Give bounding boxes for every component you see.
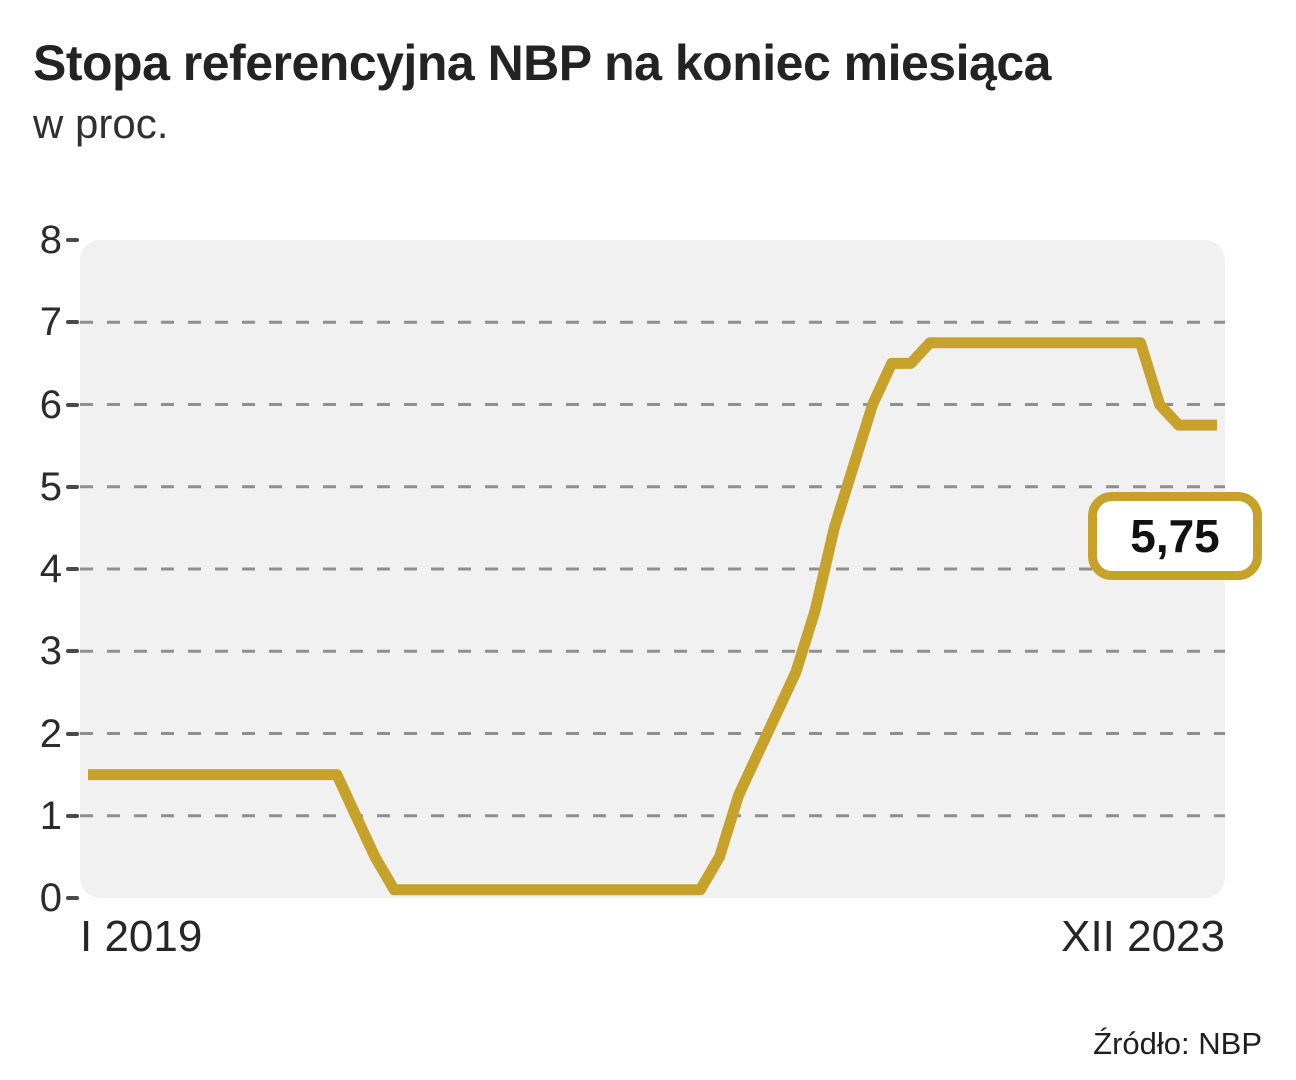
x-axis-label-start: I 2019: [80, 912, 203, 961]
value-badge-label: 5,75: [1130, 510, 1220, 562]
y-tick-mark: [66, 813, 79, 818]
y-tick-label: 1: [39, 793, 62, 838]
y-tick-label: 7: [39, 300, 62, 345]
y-tick-label: 8: [39, 218, 62, 262]
y-tick-label: 3: [39, 629, 62, 674]
x-axis: I 2019 XII 2023: [80, 912, 1225, 962]
chart-svg: [80, 320, 1225, 896]
y-tick-mark: [66, 238, 79, 242]
value-badge: 5,75: [1088, 492, 1262, 580]
y-tick-mark: [66, 649, 79, 654]
rate-line: [88, 337, 1217, 896]
y-tick-label: 0: [39, 876, 62, 920]
y-tick-label: 5: [39, 464, 62, 509]
x-axis-label-end: XII 2023: [1061, 912, 1225, 961]
y-tick-mark: [66, 896, 79, 900]
source-credit: Źródło: NBP: [1093, 1026, 1262, 1061]
chart-subtitle: w proc.: [33, 100, 169, 147]
y-tick-mark: [66, 567, 79, 571]
y-tick-mark: [66, 731, 79, 736]
page-title: Stopa referencyjna NBP na koniec miesiąc…: [33, 35, 1051, 91]
y-tick-mark: [66, 320, 79, 325]
y-tick-label: 2: [39, 711, 62, 756]
y-tick-mark: [66, 484, 79, 489]
y-tick-label: 4: [39, 547, 62, 591]
y-tick-label: 6: [39, 382, 62, 427]
y-tick-mark: [66, 402, 79, 407]
